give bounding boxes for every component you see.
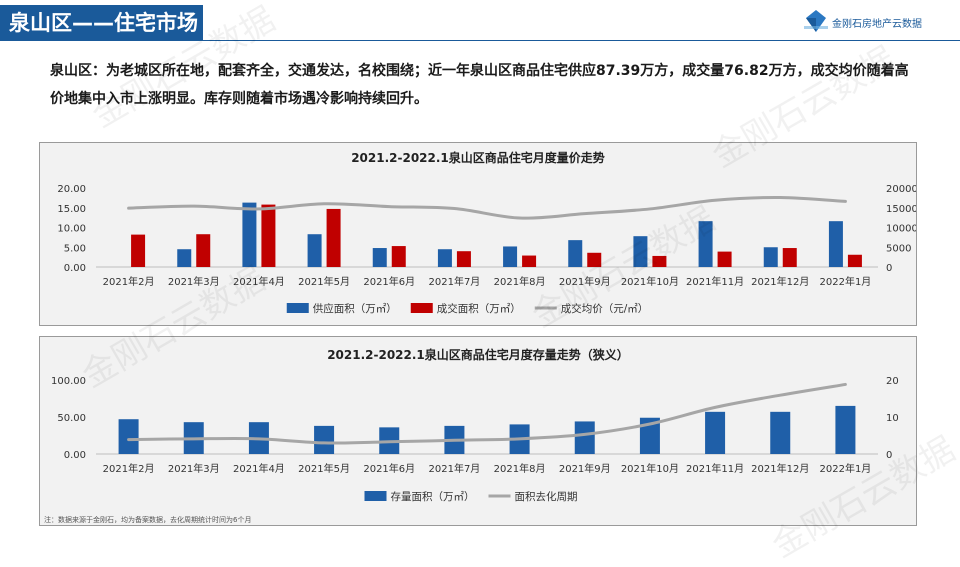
x-axis-tick-label: 2021年5月 [298, 275, 350, 288]
diamond-logo-icon [804, 10, 828, 32]
bar-2 [196, 234, 211, 267]
x-axis-tick-label: 2022年1月 [820, 462, 872, 475]
series-line [127, 195, 847, 220]
left-axis-tick-label: 20.00 [57, 184, 86, 195]
bar-1 [307, 234, 322, 267]
bar-1 [372, 248, 387, 267]
legend-label: 存量面积（万㎡） [391, 490, 475, 503]
x-axis-tick-label: 2021年11月 [686, 462, 744, 475]
x-axis-tick-label: 2021年5月 [298, 462, 350, 475]
bar-1 [503, 246, 518, 267]
right-axis-tick-label: 20 [886, 376, 899, 387]
bar-1 [633, 236, 648, 267]
left-axis-tick-label: 100.00 [51, 376, 86, 387]
bar-1 [242, 202, 257, 267]
left-axis-tick-label: 15.00 [57, 204, 86, 215]
x-axis-tick-label: 2021年6月 [363, 275, 415, 288]
price-volume-chart: 2021.2-2022.1泉山区商品住宅月度量价走势 20.00 15.00 10.0… [57, 150, 916, 315]
x-axis-tick-label: 2021年9月 [559, 275, 611, 288]
x-axis-tick-label: 2021年7月 [429, 275, 481, 288]
legend-swatch [410, 303, 433, 313]
bar-1 [568, 240, 583, 267]
bar-2 [391, 246, 406, 267]
x-axis-tick-label: 2021年3月 [168, 462, 220, 475]
legend-swatch [364, 491, 387, 501]
bar-2 [717, 251, 732, 267]
bar-1 [763, 247, 778, 267]
bar-1 [314, 425, 335, 454]
right-axis-tick-label: 10000 [886, 224, 916, 235]
right-axis-tick-label: 15000 [886, 204, 916, 215]
bar-1 [705, 411, 726, 454]
chart-title: 2021.2-2022.1泉山区商品住宅月度存量走势（狭义） [327, 347, 629, 362]
x-axis-tick-label: 2021年11月 [686, 275, 744, 288]
right-axis-tick-label: 20000 [886, 184, 916, 195]
legend-swatch [286, 303, 309, 313]
x-axis-tick-label: 2021年9月 [559, 462, 611, 475]
legend-label: 供应面积（万㎡） [313, 302, 397, 315]
left-axis-tick-label: 10.00 [57, 224, 86, 235]
x-axis-tick-label: 2021年12月 [751, 462, 809, 475]
legend-label: 面积去化周期 [515, 490, 578, 503]
bar-2 [326, 208, 341, 267]
brand-logo: 金刚石房地产云数据 [802, 6, 950, 36]
bar-1 [639, 417, 660, 454]
legend-label: 成交面积（万㎡） [437, 302, 521, 315]
bar-2 [587, 252, 602, 267]
left-axis-tick-label: 0.00 [64, 450, 86, 461]
bar-2 [782, 248, 797, 267]
page-title: 泉山区——住宅市场 [0, 5, 203, 41]
title-rule [203, 40, 960, 41]
x-axis-tick-label: 2021年4月 [233, 462, 285, 475]
left-axis-tick-label: 50.00 [57, 413, 86, 424]
right-axis-tick-label: 0 [886, 263, 892, 274]
x-axis-tick-label: 2021年12月 [751, 275, 809, 288]
chart-title: 2021.2-2022.1泉山区商品住宅月度量价走势 [351, 150, 605, 165]
right-axis-tick-label: 0 [886, 450, 892, 461]
bar-1 [770, 411, 791, 454]
left-axis-tick-label: 0.00 [64, 263, 86, 274]
price-volume-chart-panel: 2021.2-2022.1泉山区商品住宅月度量价走势 20.00 15.00 10.0… [39, 142, 917, 326]
bar-1 [698, 221, 713, 267]
right-axis-tick-label: 10 [886, 413, 899, 424]
bar-2 [131, 234, 146, 267]
bar-1 [828, 221, 843, 267]
bar-1 [118, 419, 139, 454]
x-axis-tick-label: 2021年10月 [621, 275, 679, 288]
right-axis-tick-label: 5000 [886, 243, 911, 254]
x-axis-tick-label: 2021年6月 [363, 462, 415, 475]
bar-1 [437, 249, 452, 267]
inventory-chart: 2021.2-2022.1泉山区商品住宅月度存量走势（狭义）100.0050.0… [51, 347, 899, 503]
legend-label: 成交均价（元/㎡） [561, 302, 649, 315]
bar-2 [847, 254, 862, 267]
footnote: 注：数据来源于金刚石，均为备案数据，去化周期统计时间为6个月 [44, 516, 252, 524]
inventory-chart-panel: 2021.2-2022.1泉山区商品住宅月度存量走势（狭义） 100.00 50.0… [39, 336, 917, 526]
x-axis-tick-label: 2021年4月 [233, 275, 285, 288]
x-axis-tick-label: 2021年7月 [429, 462, 481, 475]
x-axis-tick-label: 2021年8月 [494, 275, 546, 288]
x-axis-tick-label: 2022年1月 [820, 275, 872, 288]
bar-2 [456, 251, 471, 267]
x-axis-tick-label: 2021年2月 [103, 275, 155, 288]
bar-1 [835, 405, 856, 454]
series-line [127, 382, 847, 445]
x-axis-tick-label: 2021年8月 [494, 462, 546, 475]
bar-2 [652, 255, 667, 267]
bar-1 [574, 421, 595, 454]
x-axis-tick-label: 2021年2月 [103, 462, 155, 475]
bar-2 [522, 255, 537, 267]
bar-2 [261, 204, 276, 267]
x-axis-tick-label: 2021年3月 [168, 275, 220, 288]
bar-1 [177, 249, 192, 267]
brand-name: 金刚石房地产云数据 [832, 19, 922, 30]
left-axis-tick-label: 5.00 [64, 243, 86, 254]
summary-text: 泉山区：为老城区所在地，配套齐全，交通发达，名校围绕；近一年泉山区商品住宅供应8… [50, 63, 909, 107]
x-axis-tick-label: 2021年10月 [621, 462, 679, 475]
